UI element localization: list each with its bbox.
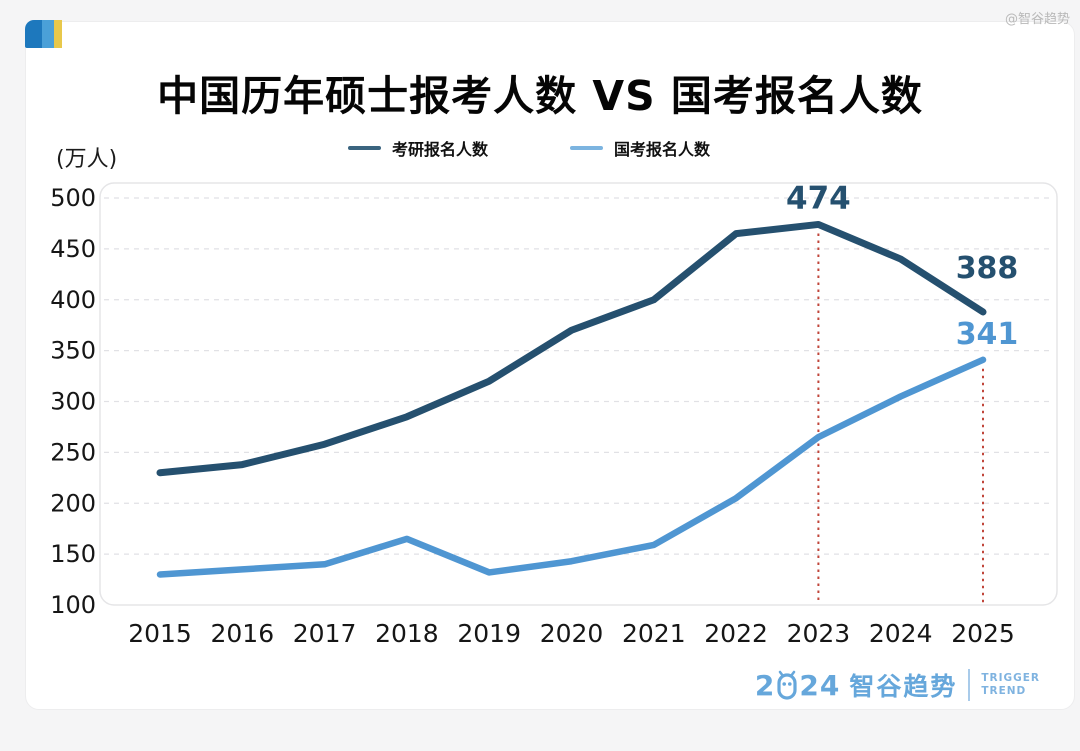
- data-label-341: 341: [956, 317, 1019, 352]
- logo-yellow-segment: [54, 20, 62, 48]
- x-tick-label: 2016: [210, 619, 274, 648]
- footer-year-text: 2: [754, 668, 776, 702]
- x-tick-label: 2025: [951, 619, 1015, 648]
- y-tick-label: 250: [50, 438, 96, 466]
- x-tick-label: 2022: [704, 619, 768, 648]
- y-tick-label: 500: [50, 184, 96, 212]
- y-tick-label: 150: [50, 540, 96, 568]
- data-label-474: 474: [786, 180, 851, 216]
- legend-item-guokao: 国考报名人数: [570, 136, 710, 160]
- y-axis-unit-label: (万人): [56, 147, 118, 172]
- y-tick-label: 200: [50, 489, 96, 517]
- footer-tagline: TRIGGER TREND: [981, 672, 1040, 697]
- legend-item-kaoyan: 考研报名人数: [348, 136, 488, 160]
- y-tick-label: 350: [50, 337, 96, 365]
- x-tick-label: 2024: [869, 619, 933, 648]
- x-tick-label: 2017: [293, 619, 357, 648]
- footer-year: 2 24: [755, 669, 840, 702]
- watermark: @智谷趋势: [1004, 12, 1070, 27]
- owl-zero-icon: [777, 670, 797, 700]
- footer-brand-name: 智谷趋势: [849, 672, 958, 701]
- data-label-388: 388: [956, 251, 1019, 286]
- guokao-line-swatch-icon: [570, 146, 604, 150]
- kaoyan-series-line: [156, 220, 987, 477]
- logo-lightblue-segment: [42, 20, 54, 48]
- logo-blue-segment: [25, 20, 42, 48]
- footer-tagline-line: TRIGGER: [981, 672, 1040, 685]
- x-tick-label: 2019: [457, 619, 521, 648]
- x-tick-label: 2021: [622, 619, 686, 648]
- kaoyan-line-swatch-icon: [348, 146, 381, 150]
- legend-label: 国考报名人数: [614, 140, 711, 159]
- y-tick-label: 300: [50, 388, 96, 416]
- y-tick-label: 100: [50, 591, 96, 619]
- x-tick-label: 2018: [375, 619, 439, 648]
- footer-divider: [968, 669, 971, 701]
- y-tick-label: 400: [50, 286, 96, 314]
- footer-year-text: 24: [799, 668, 841, 702]
- x-tick-label: 2023: [787, 619, 851, 648]
- legend: 考研报名人数 国考报名人数: [348, 136, 710, 160]
- x-tick-label: 2015: [128, 619, 192, 648]
- brand-corner-icon: [25, 20, 62, 48]
- guokao-series-line: [156, 356, 987, 578]
- y-tick-label: 450: [50, 235, 96, 263]
- x-tick-label: 2020: [540, 619, 604, 648]
- page-title: 中国历年硕士报考人数 VS 国考报名人数: [157, 72, 923, 120]
- footer-tagline-line: TREND: [981, 685, 1027, 697]
- footer-brand-logo: 2 24 智谷趋势 TRIGGER TREND: [755, 667, 1040, 703]
- legend-label: 考研报名人数: [392, 140, 489, 159]
